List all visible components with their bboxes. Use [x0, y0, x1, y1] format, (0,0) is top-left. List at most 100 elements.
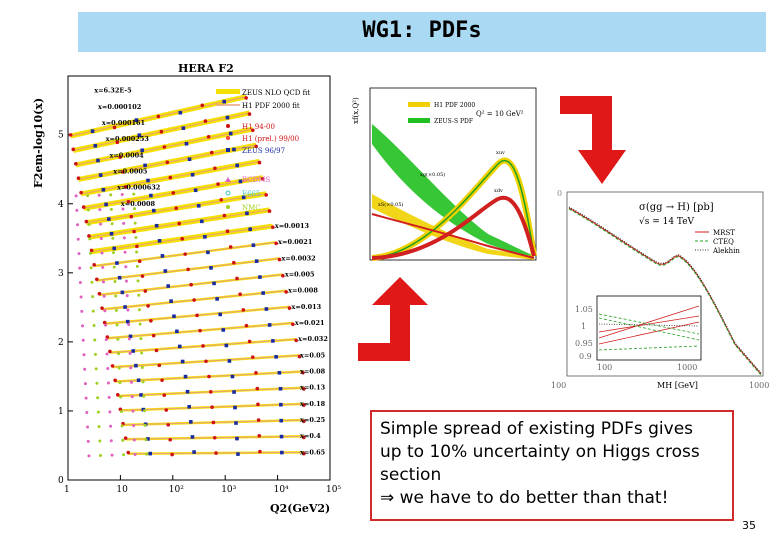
hera-point-fixed-target [137, 308, 141, 312]
hera-point-fixed-target [121, 438, 125, 442]
hera-point-fixed-target [91, 309, 95, 313]
hera-point-h1 [212, 435, 217, 440]
hera-point-zeus [189, 420, 193, 424]
hera-point-fixed-target [86, 425, 90, 429]
hera-point-h1 [257, 433, 262, 438]
hera-x-bin-label: x=0.013 [292, 303, 322, 311]
legend-zeus-fit: ZEUS NLO QCD fit [242, 89, 310, 97]
hera-point-fixed-target [87, 222, 91, 226]
hera-point-fixed-target [136, 279, 140, 283]
hera-point-fixed-target [130, 395, 134, 399]
higgs-label-sigma: σ(gg → H) [pb] [639, 202, 714, 213]
hera-point-h1 [277, 257, 282, 262]
higgs-xsec-plot: 0 σ(gg → H) [pb] √s = 14 TeV MRST CTEQ A… [551, 189, 769, 390]
hera-point-fixed-target [96, 410, 100, 414]
hera-point-fixed-target [81, 338, 85, 342]
hera-point-zeus [90, 129, 95, 133]
hera-point-zeus [166, 284, 171, 288]
hera-point-zeus [209, 266, 213, 270]
hera-point-zeus [274, 355, 278, 359]
hera-point-fixed-target [97, 425, 101, 429]
slide-title: WG1: PDFs [362, 18, 482, 43]
hera-point-zeus [146, 178, 150, 183]
pdf-plot: xf(x,Q²) H1 PDF 2000 ZEUS-S PDF Q² = 10 … [352, 87, 537, 261]
hera-point-h1 [84, 219, 89, 224]
inset-ytick-1: 1 [581, 322, 586, 331]
hera-point-fixed-target [87, 454, 91, 458]
hera-point-h1 [149, 318, 153, 323]
hera-point-h1 [74, 161, 78, 166]
hera-point-zeus [96, 158, 100, 163]
hera-point-fixed-target [78, 266, 82, 270]
hera-point-h1 [71, 147, 76, 152]
pdf-q2-label: Q² = 10 GeV² [476, 110, 524, 118]
hera-x-bin-label: x=0.65 [300, 448, 326, 456]
hera-point-fixed-target [75, 208, 79, 212]
hera-point-h1 [115, 140, 120, 145]
hera-point-h1 [121, 170, 125, 174]
hera-point-fixed-target [106, 366, 110, 370]
hera-point-zeus [98, 173, 103, 177]
hera-point-fixed-target [109, 424, 113, 428]
pdf-ylabel: xf(x,Q²) [352, 97, 360, 124]
hera-point-zeus [172, 314, 176, 319]
hera-point-h1 [219, 197, 224, 202]
hera-point-h1 [112, 125, 117, 130]
hera-point-h1 [95, 277, 99, 282]
hera-point-h1 [126, 199, 131, 204]
hera-point-fixed-target [99, 237, 103, 241]
higgs-inset: 1.05 1 0.95 0.9 100 1000 [575, 295, 702, 372]
hera-point-h1 [87, 234, 91, 238]
hera-point-fixed-target [110, 453, 114, 457]
hera-point-h1 [162, 145, 167, 149]
hera-point-zeus [115, 261, 119, 265]
hera-point-zeus [139, 393, 143, 397]
hera-point-h1 [165, 160, 170, 165]
hera-point-h1 [291, 322, 295, 327]
hera-point-h1 [174, 206, 179, 211]
hera-point-h1 [92, 263, 96, 267]
hera-point-fixed-target [101, 280, 105, 284]
hera-point-fixed-target [118, 381, 122, 385]
hera-point-h1 [168, 175, 173, 180]
hera-point-h1 [186, 267, 190, 272]
hera-point-zeus [131, 349, 136, 353]
hera-point-zeus [192, 450, 196, 454]
hera-point-zeus [203, 235, 207, 239]
hera-point-fixed-target [114, 308, 118, 312]
hera-point-h1 [115, 392, 120, 397]
inset-xtick-100: 100 [597, 363, 612, 372]
hera-point-zeus [248, 227, 252, 232]
pdf-frame [369, 87, 537, 261]
hera-point-zeus [93, 144, 98, 148]
hera-point-h1 [232, 260, 236, 265]
hera-point-fixed-target [140, 365, 144, 369]
hera-point-zeus [187, 404, 191, 409]
hera-point-fixed-target [98, 439, 102, 443]
hera-point-h1 [102, 320, 107, 325]
hera-x-bin-label: x=0.005 [285, 271, 315, 279]
hera-point-zeus [241, 195, 246, 200]
hera-point-h1 [281, 273, 285, 278]
hera-point-fixed-target [117, 366, 121, 370]
hera-point-zeus [238, 179, 243, 184]
hera-point-fixed-target [89, 266, 93, 270]
hera-point-h1 [89, 248, 94, 253]
hera-curves [68, 94, 306, 458]
hera-point-zeus [215, 297, 219, 301]
hera-point-h1 [238, 292, 242, 296]
hera-point-h1 [123, 436, 128, 440]
hera-point-zeus [235, 163, 239, 168]
hera-point-zeus [227, 359, 232, 363]
hera-x-bin-label: x=0.000161 [102, 119, 145, 127]
hera-point-zeus [224, 343, 229, 348]
hera-point-zeus [235, 436, 239, 441]
hera-point-h1 [76, 176, 81, 181]
hera-point-zeus [134, 118, 139, 122]
hera-x-bin-label: x=0.0013 [275, 222, 310, 230]
hera-point-zeus [232, 147, 236, 152]
hera-point-h1 [164, 408, 169, 412]
hera-point-zeus [264, 307, 269, 311]
hera-point-fixed-target [129, 380, 133, 384]
